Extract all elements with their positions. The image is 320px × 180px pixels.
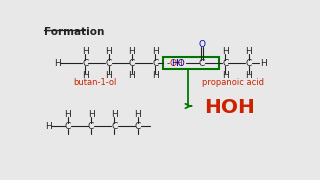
Text: H: H (245, 71, 252, 80)
Text: H: H (152, 71, 159, 80)
Bar (163, 57, 219, 69)
Text: propanoic acid: propanoic acid (202, 78, 264, 87)
Text: OH: OH (169, 59, 183, 68)
Text: C: C (129, 59, 135, 68)
Text: C: C (65, 122, 71, 131)
Text: C: C (152, 59, 158, 68)
Text: H: H (64, 110, 71, 119)
Text: C: C (222, 59, 228, 68)
Text: H: H (82, 71, 89, 80)
Text: H: H (129, 71, 135, 80)
Text: C: C (105, 59, 112, 68)
Text: H: H (111, 110, 118, 119)
Text: C: C (245, 59, 252, 68)
Text: H: H (222, 71, 229, 80)
Text: H: H (129, 47, 135, 56)
Text: HOH: HOH (204, 98, 255, 117)
Text: H: H (245, 47, 252, 56)
Text: -: - (166, 59, 169, 68)
Text: HO: HO (171, 59, 185, 68)
Text: H: H (88, 110, 94, 119)
Text: O: O (198, 40, 205, 49)
Text: H: H (260, 59, 267, 68)
Text: H: H (105, 71, 112, 80)
Text: H: H (105, 47, 112, 56)
Text: C: C (88, 122, 94, 131)
Text: Formation: Formation (44, 27, 105, 37)
Text: C: C (111, 122, 117, 131)
Text: butan-1-ol: butan-1-ol (74, 78, 117, 87)
Text: C: C (199, 59, 205, 68)
Text: H: H (222, 47, 229, 56)
Text: C: C (82, 59, 88, 68)
Text: H: H (152, 47, 159, 56)
Text: H: H (54, 59, 61, 68)
Text: H: H (45, 122, 52, 131)
Text: H: H (134, 110, 141, 119)
Text: C: C (135, 122, 141, 131)
Text: H: H (82, 47, 89, 56)
